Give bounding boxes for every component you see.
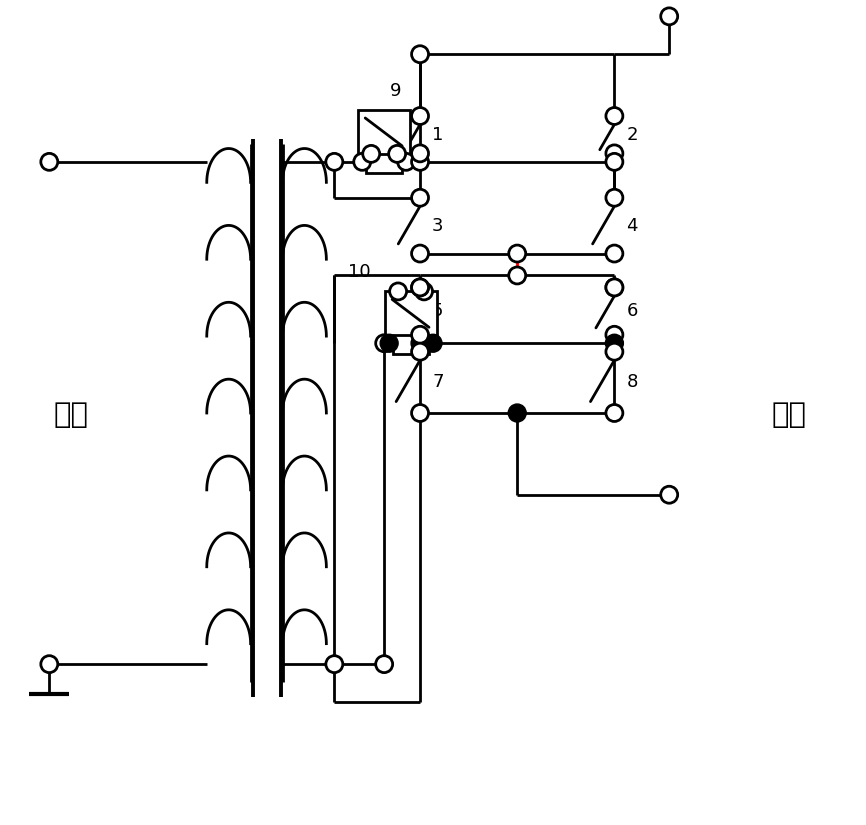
Circle shape — [411, 189, 429, 206]
Circle shape — [411, 245, 429, 262]
Text: 9: 9 — [391, 82, 402, 100]
Text: 10: 10 — [347, 263, 370, 281]
Circle shape — [411, 279, 429, 296]
Circle shape — [390, 283, 407, 299]
Circle shape — [605, 334, 624, 352]
Circle shape — [326, 656, 343, 672]
Circle shape — [41, 656, 58, 672]
Circle shape — [411, 45, 429, 63]
Text: 4: 4 — [626, 217, 638, 234]
Circle shape — [661, 8, 678, 25]
Circle shape — [411, 343, 429, 361]
Circle shape — [606, 279, 623, 296]
Circle shape — [606, 145, 623, 162]
Circle shape — [508, 267, 526, 284]
Bar — [366, 151, 402, 172]
Circle shape — [606, 245, 623, 262]
Circle shape — [508, 245, 526, 262]
Circle shape — [397, 153, 415, 170]
Text: 5: 5 — [432, 302, 443, 320]
Circle shape — [508, 404, 527, 422]
Text: 6: 6 — [626, 302, 637, 320]
Circle shape — [411, 145, 429, 162]
Circle shape — [326, 153, 343, 170]
Circle shape — [411, 279, 429, 296]
Text: 8: 8 — [626, 374, 637, 391]
Text: 原边: 原边 — [54, 401, 88, 429]
Circle shape — [606, 107, 623, 125]
Circle shape — [606, 404, 623, 422]
Circle shape — [354, 153, 371, 170]
Circle shape — [606, 153, 623, 170]
Text: 2: 2 — [626, 125, 638, 144]
Bar — [359, 110, 410, 154]
Circle shape — [606, 343, 623, 361]
Circle shape — [380, 334, 398, 352]
Circle shape — [411, 107, 429, 125]
Circle shape — [376, 656, 392, 672]
Text: 3: 3 — [432, 217, 443, 234]
Circle shape — [376, 335, 392, 351]
Text: 副边: 副边 — [772, 401, 806, 429]
Circle shape — [363, 145, 379, 163]
Circle shape — [411, 404, 429, 422]
Text: 7: 7 — [432, 374, 443, 391]
Circle shape — [606, 279, 623, 296]
Circle shape — [424, 334, 442, 352]
Circle shape — [41, 153, 58, 170]
Circle shape — [389, 145, 405, 163]
Circle shape — [411, 153, 429, 170]
Text: 1: 1 — [432, 125, 443, 144]
Circle shape — [661, 486, 678, 503]
Circle shape — [606, 327, 623, 343]
Bar — [385, 291, 437, 335]
Circle shape — [416, 283, 432, 299]
Circle shape — [411, 334, 429, 352]
Bar — [393, 332, 429, 354]
Circle shape — [606, 189, 623, 206]
Circle shape — [411, 327, 429, 343]
